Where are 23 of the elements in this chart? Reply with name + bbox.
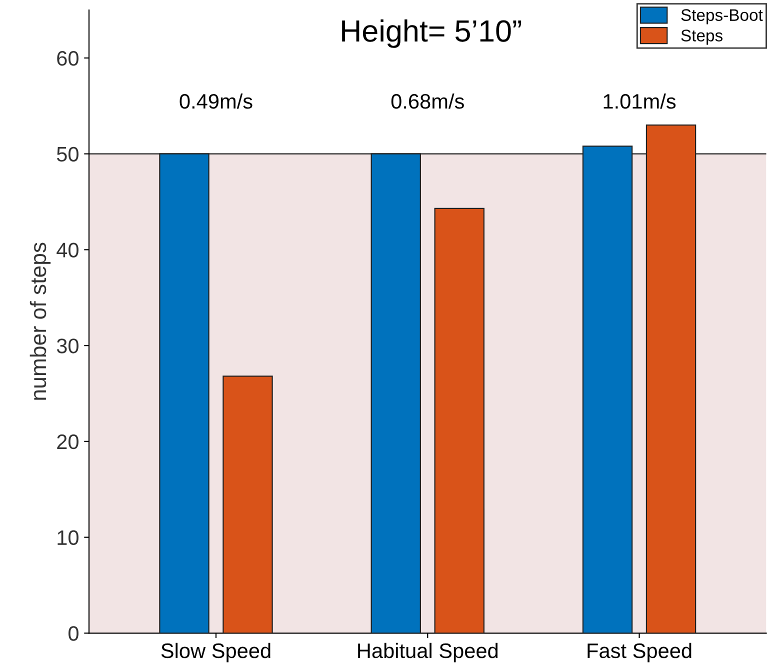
bar [582,146,633,634]
bar [159,153,210,634]
y-tick-label: 60 [57,50,78,66]
y-tick-label: 40 [56,242,78,258]
x-tick-label: Fast Speed [588,642,692,662]
x-tick-label: Habitual Speed [358,642,498,662]
bar [222,376,273,634]
bar [370,153,421,634]
legend-label: Steps-Boot [681,9,763,24]
y-axis-title: number of steps [30,242,51,400]
legend-label: Steps [681,30,722,45]
annotation: 1.01m/s [604,93,676,109]
bar [434,208,484,634]
y-tick-label: 20 [57,434,78,450]
bar [646,124,696,634]
x-tick-label: Slow Speed [161,642,270,662]
annotation: Height= 5’10” [342,19,522,48]
annotation: 0.68m/s [391,93,464,109]
y-tick-label: 50 [56,146,78,162]
y-tick-label: 30 [56,338,78,354]
y-tick-label: 0 [68,626,78,641]
annotation: 0.49m/s [180,93,252,109]
y-tick-label: 10 [58,530,78,546]
